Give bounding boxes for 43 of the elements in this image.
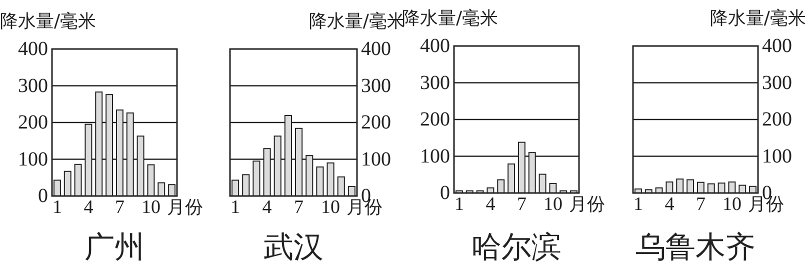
y-tick-label: 200	[420, 108, 450, 130]
y-tick-label: 300	[762, 72, 792, 94]
text: 哈尔滨	[472, 230, 562, 265]
x-tick-label: 4	[84, 197, 94, 218]
x-tick-label: 4	[262, 197, 272, 218]
y-tick-label: 300	[361, 74, 391, 97]
x-tick-label: 10	[321, 197, 340, 218]
x-tick-label: 7	[516, 194, 526, 215]
y-tick-label: 100	[361, 148, 391, 170]
text: 广州	[84, 230, 144, 265]
y-axis-title: 降水量/毫米	[0, 11, 96, 32]
x-tick-label: 4	[486, 194, 496, 215]
y-tick-label: 400	[18, 38, 48, 60]
y-tick-label: 300	[420, 72, 450, 94]
y-tick-label: 200	[361, 112, 391, 134]
x-tick-label: 7	[114, 197, 124, 218]
x-tick-label: 7	[294, 197, 304, 218]
y-tick-label: 200	[18, 112, 48, 134]
x-tick-label: 10	[722, 194, 742, 215]
y-tick-label: 400	[762, 35, 792, 57]
x-tick-label: 10	[543, 194, 562, 215]
y-tick-label: 0	[440, 182, 450, 204]
text: 武汉	[264, 230, 324, 265]
x-axis-title: 月份	[166, 197, 203, 218]
x-tick-label: 7	[696, 194, 706, 215]
x-tick-label: 4	[664, 194, 675, 215]
x-tick-label: 1	[52, 197, 62, 218]
y-axis-title: 降水量/毫米	[308, 11, 405, 32]
y-tick-label: 0	[38, 185, 48, 207]
y-tick-label: 300	[18, 74, 48, 97]
x-tick-label: 1	[633, 194, 643, 215]
y-axis-title: 降水量/毫米	[710, 8, 806, 29]
text: 乌鲁木齐	[636, 230, 756, 265]
y-tick-label: 100	[18, 148, 48, 170]
x-tick-label: 1	[230, 197, 240, 218]
y-tick-label: 100	[762, 145, 792, 168]
x-tick-label: 1	[454, 194, 464, 215]
y-tick-label: 400	[420, 35, 450, 57]
y-tick-label: 200	[762, 108, 792, 130]
y-tick-label: 100	[420, 145, 450, 168]
x-tick-label: 10	[141, 197, 160, 218]
y-tick-label: 400	[361, 38, 391, 60]
x-axis-title: 月份	[568, 194, 605, 215]
